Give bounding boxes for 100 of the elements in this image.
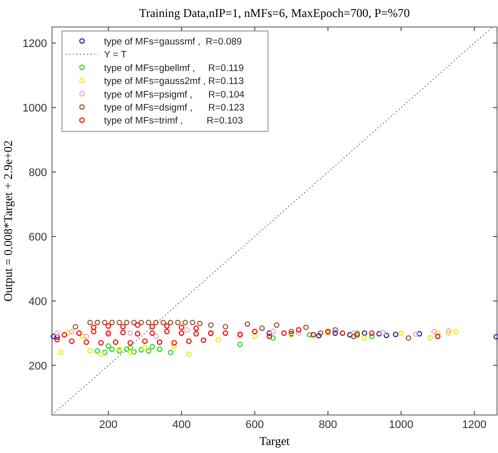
point	[171, 340, 177, 346]
point	[434, 330, 440, 336]
point	[138, 320, 144, 326]
chart-title: Training Data,nIP=1, nMFs=6, MaxEpoch=700, P=%70	[139, 6, 410, 20]
point	[138, 347, 144, 353]
point	[398, 330, 404, 336]
point	[87, 348, 93, 354]
point	[184, 327, 190, 333]
point	[362, 335, 368, 341]
point	[281, 330, 287, 336]
point	[413, 331, 419, 337]
point	[106, 323, 112, 329]
point	[376, 331, 382, 337]
point	[222, 330, 228, 336]
point	[150, 344, 156, 350]
point	[116, 320, 122, 326]
point	[406, 335, 412, 341]
x-axis-title: Target	[259, 434, 290, 448]
point	[87, 320, 93, 326]
point	[434, 334, 440, 340]
point	[168, 350, 174, 356]
point	[252, 328, 258, 334]
point	[58, 350, 64, 356]
point	[350, 330, 356, 336]
point	[90, 328, 96, 334]
point	[416, 331, 422, 337]
point	[175, 320, 181, 326]
point	[98, 351, 104, 357]
point	[428, 335, 434, 341]
y-tick-label: 1200	[22, 38, 47, 50]
point	[237, 342, 243, 348]
point	[106, 343, 112, 349]
point	[392, 332, 398, 338]
point	[62, 332, 68, 338]
point	[186, 351, 192, 357]
point	[142, 344, 148, 350]
point	[120, 324, 126, 330]
point	[208, 322, 214, 328]
point	[494, 334, 498, 340]
point	[303, 324, 309, 330]
point	[197, 320, 203, 326]
point	[69, 328, 75, 334]
point	[369, 330, 375, 336]
x-tick-label: 600	[246, 419, 264, 431]
point	[178, 330, 184, 336]
point	[90, 324, 96, 330]
point	[168, 320, 174, 326]
point	[153, 334, 159, 340]
point	[296, 330, 302, 336]
point	[270, 335, 276, 341]
point	[131, 320, 137, 326]
point	[190, 320, 196, 326]
point	[94, 320, 100, 326]
point	[380, 330, 386, 336]
point	[150, 324, 156, 330]
legend-label: type of MFs=psigmf , R=0.104	[104, 89, 244, 100]
point	[98, 340, 104, 346]
point	[109, 346, 115, 352]
point	[54, 336, 60, 342]
x-tick-label: 1000	[388, 419, 414, 431]
point	[131, 349, 137, 355]
point	[350, 334, 356, 340]
x-tick-label: 800	[318, 419, 338, 431]
point	[431, 328, 437, 334]
point	[134, 322, 140, 328]
legend-label: Y = T	[104, 50, 127, 61]
point	[178, 324, 184, 330]
point	[128, 340, 134, 346]
point	[76, 330, 82, 336]
x-tick-label: 200	[99, 419, 118, 431]
y-tick-label: 800	[28, 167, 47, 180]
point	[156, 346, 162, 352]
point	[266, 334, 272, 340]
point	[318, 330, 324, 336]
point	[54, 334, 60, 340]
point	[160, 320, 166, 326]
point	[134, 331, 140, 337]
point	[146, 348, 152, 354]
y-tick-label: 200	[28, 360, 47, 372]
point	[142, 338, 148, 344]
x-tick-label: 1200	[462, 419, 487, 431]
point	[109, 320, 115, 326]
point	[102, 320, 108, 326]
point	[296, 327, 302, 333]
point	[72, 324, 78, 330]
point	[84, 334, 90, 340]
legend-label: type of MFs=trimf , R=0.103	[104, 116, 243, 127]
point	[124, 346, 130, 352]
point	[306, 332, 312, 338]
point	[164, 328, 170, 334]
point	[171, 343, 177, 349]
point	[259, 326, 265, 332]
y-tick-label: 600	[28, 231, 47, 244]
legend-label: type of MFs=gauss2mf , R=0.113	[104, 76, 244, 88]
point	[164, 323, 170, 329]
point	[128, 330, 134, 336]
point	[112, 339, 118, 345]
point	[252, 334, 258, 340]
point	[128, 350, 134, 356]
point	[244, 321, 250, 327]
